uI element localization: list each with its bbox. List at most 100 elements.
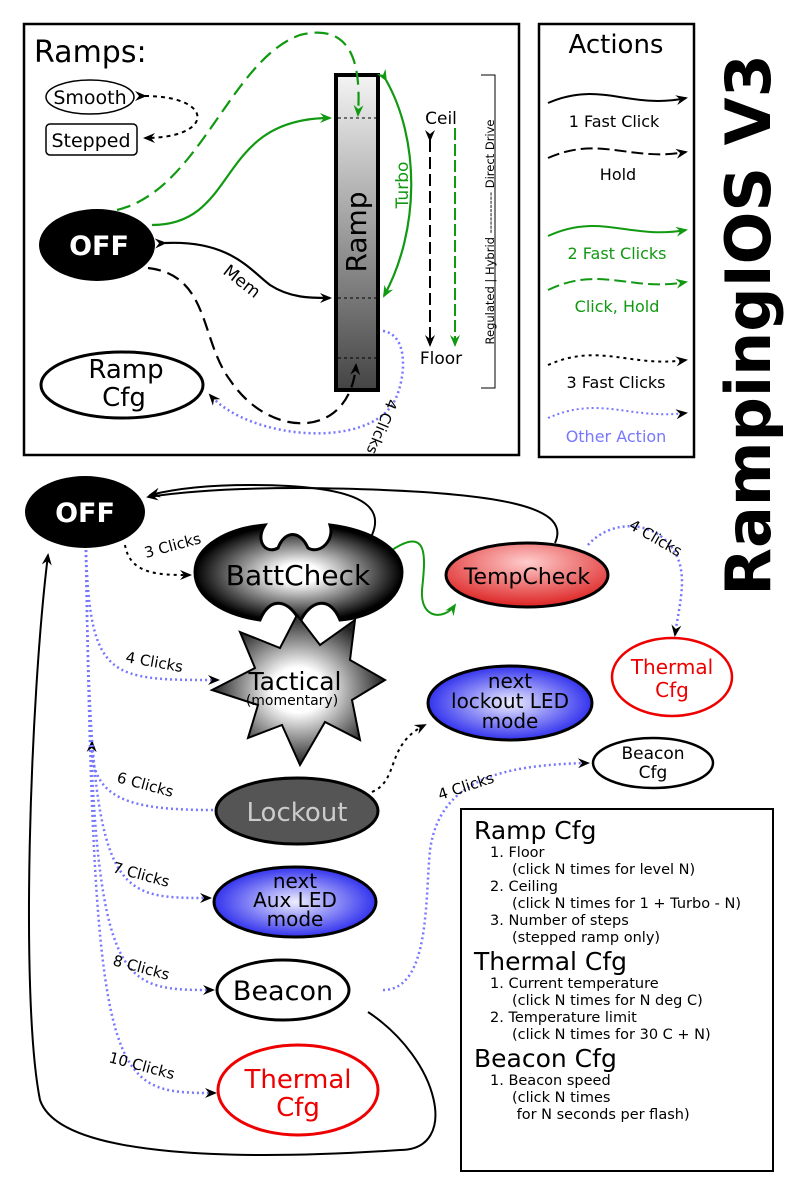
svg-text:1 Fast Click: 1 Fast Click xyxy=(569,112,660,131)
floor-label: Floor xyxy=(420,349,462,369)
thermal-cfg-top-node[interactable] xyxy=(610,636,734,718)
ramp-cfg-label-1: Ramp xyxy=(88,355,163,385)
next-aux-led-label-2: Aux LED xyxy=(253,888,337,912)
off-to-beacon-edge xyxy=(84,549,215,995)
ramp-cfg-note: (click N times for level N) xyxy=(512,862,696,878)
off-label: OFF xyxy=(55,498,115,529)
ramp-cfg-label-2: Cfg xyxy=(102,383,146,413)
actions-heading: Actions xyxy=(569,30,664,60)
tempcheck-node[interactable] xyxy=(444,541,610,609)
thermal-cfg-bottom-label-2: Cfg xyxy=(276,1093,320,1123)
tempcheck-label: TempCheck xyxy=(463,565,591,590)
next-aux-led-label-3: mode xyxy=(267,907,324,931)
ramps-off-label: OFF xyxy=(69,231,129,262)
svg-text:3 Fast Clicks: 3 Fast Clicks xyxy=(567,373,666,392)
tactical-label: Tactical xyxy=(248,667,342,696)
lockout-label: Lockout xyxy=(247,798,348,828)
ramp-bar[interactable] xyxy=(334,73,380,392)
off-tactical-label: 4 Clicks xyxy=(124,648,184,676)
tactical-sublabel: (momentary) xyxy=(246,693,338,709)
config-reference-panel: Ramp Cfg 1. Floor (click N times for lev… xyxy=(460,808,774,1172)
beacon-label: Beacon xyxy=(233,976,333,1007)
off-node[interactable] xyxy=(25,476,145,548)
lockout-off-edge xyxy=(86,740,214,812)
beacon-cfg-label-1: Beacon xyxy=(621,744,684,764)
off-to-thermal-edge xyxy=(84,549,217,1098)
svg-text:2 Fast Clicks: 2 Fast Clicks xyxy=(568,244,667,263)
ramps-off-node[interactable] xyxy=(39,209,155,281)
thermal-cfg-note: (click N times for 30 C + N) xyxy=(512,1027,711,1043)
off-to-floor-hold-edge xyxy=(147,266,361,425)
thermal-cfg-note: (click N times for N deg C) xyxy=(512,993,703,1009)
ramp-4clicks-label: 4 Clicks xyxy=(363,397,401,458)
ramps-heading: Ramps: xyxy=(34,35,147,70)
next-lockout-led-label-2: lockout LED xyxy=(451,689,569,713)
off-aux-label: 7 Clicks xyxy=(111,858,172,890)
beacon-to-off-edge xyxy=(27,553,437,1156)
svg-text:Other Action: Other Action xyxy=(566,427,667,446)
off-beacon-label: 8 Clicks xyxy=(111,951,172,983)
ramp-cfg-heading: Ramp Cfg xyxy=(474,816,597,845)
beacon-cfg-item: 1. Beacon speed xyxy=(490,1073,611,1089)
beacon-cfg-node[interactable] xyxy=(591,736,715,790)
next-lockout-led-label-3: mode xyxy=(482,709,539,733)
off-to-aux-edge xyxy=(84,549,212,904)
turbo-toggle-edge xyxy=(376,68,413,298)
legend-click-hold: Click, Hold xyxy=(547,278,688,316)
svg-text:Hold: Hold xyxy=(600,165,636,184)
next-aux-led-node[interactable] xyxy=(212,865,378,939)
thermal-cfg-item: 1. Current temperature xyxy=(490,976,659,992)
batt-to-temp-edge xyxy=(391,540,457,617)
turbo-label: Turbo xyxy=(393,162,413,210)
ramp-cfg-note: (click N times for 1 + Turbo - N) xyxy=(512,896,742,912)
tactical-node[interactable] xyxy=(209,613,387,768)
thermal-cfg-item: 2. Temperature limit xyxy=(490,1010,637,1026)
lockout-node[interactable] xyxy=(214,776,380,846)
thermal-cfg-top-label-1: Thermal xyxy=(630,655,713,679)
actions-legend xyxy=(537,22,696,459)
legend-3-fast-clicks: 3 Fast Clicks xyxy=(547,354,688,392)
off-to-ceil-clickhold-edge xyxy=(116,31,364,212)
ceil-label: Ceil xyxy=(425,109,457,129)
thermal-cfg-heading: Thermal Cfg xyxy=(474,947,628,976)
thermal-cfg-bottom-label-1: Thermal xyxy=(243,1065,351,1095)
off-lockout-label: 6 Clicks xyxy=(115,768,176,800)
ramp-cfg-item: 3. Number of steps xyxy=(490,913,629,929)
mem-label: Mem xyxy=(219,261,264,302)
battcheck-node[interactable] xyxy=(193,523,404,626)
off-to-battcheck-edge xyxy=(124,544,192,580)
legend-other-action: Other Action xyxy=(547,407,688,446)
ramp-cfg-item: 1. Floor xyxy=(490,845,545,861)
off-to-tactical-edge xyxy=(84,549,220,685)
lockout-to-led-edge xyxy=(371,724,427,793)
modes-scale-bracket xyxy=(481,74,496,389)
beacon-cfg-note: (click N times xyxy=(512,1090,611,1106)
off-to-ceil-2click-edge xyxy=(151,113,332,227)
modes-scale-label: Regulated | Hybrid ---------- Direct Dri… xyxy=(483,120,497,345)
smooth-node[interactable] xyxy=(45,79,135,115)
beacon-node[interactable] xyxy=(215,958,351,1022)
next-lockout-led-node[interactable] xyxy=(426,664,594,742)
beacon-cfg-label: 4 Clicks xyxy=(436,769,497,804)
ramp-label: Ramp xyxy=(340,191,373,272)
off-thermal-label: 10 Clicks xyxy=(107,1048,177,1083)
thermal-cfg-bottom-node[interactable] xyxy=(216,1043,380,1137)
ramp-cfg-note: (stepped ramp only) xyxy=(512,930,661,946)
ramp-cfg-item: 2. Ceiling xyxy=(490,879,558,895)
ramp-to-cfg-4click-edge xyxy=(208,329,405,435)
beacon-cfg-label-2: Cfg xyxy=(639,763,668,783)
battcheck-label: BattCheck xyxy=(226,559,371,592)
smooth-stepped-toggle-edge xyxy=(134,90,199,143)
temp-to-off-edge xyxy=(146,486,559,544)
beacon-to-cfg-edge xyxy=(382,758,590,992)
temp-thermal-label: 4 Clicks xyxy=(626,516,685,561)
next-lockout-led-label-1: next xyxy=(488,669,532,693)
beacon-cfg-note: for N seconds per flash) xyxy=(512,1107,690,1123)
page-title: RampingIOS V3 xyxy=(712,54,785,595)
off-ramp-mem-edge xyxy=(154,238,332,303)
smooth-label: Smooth xyxy=(53,87,126,109)
next-aux-led-label-1: next xyxy=(273,869,317,893)
ramps-panel xyxy=(22,22,521,457)
ramp-cfg-node[interactable] xyxy=(39,350,205,420)
legend-1-fast-click: 1 Fast Click xyxy=(547,93,688,131)
